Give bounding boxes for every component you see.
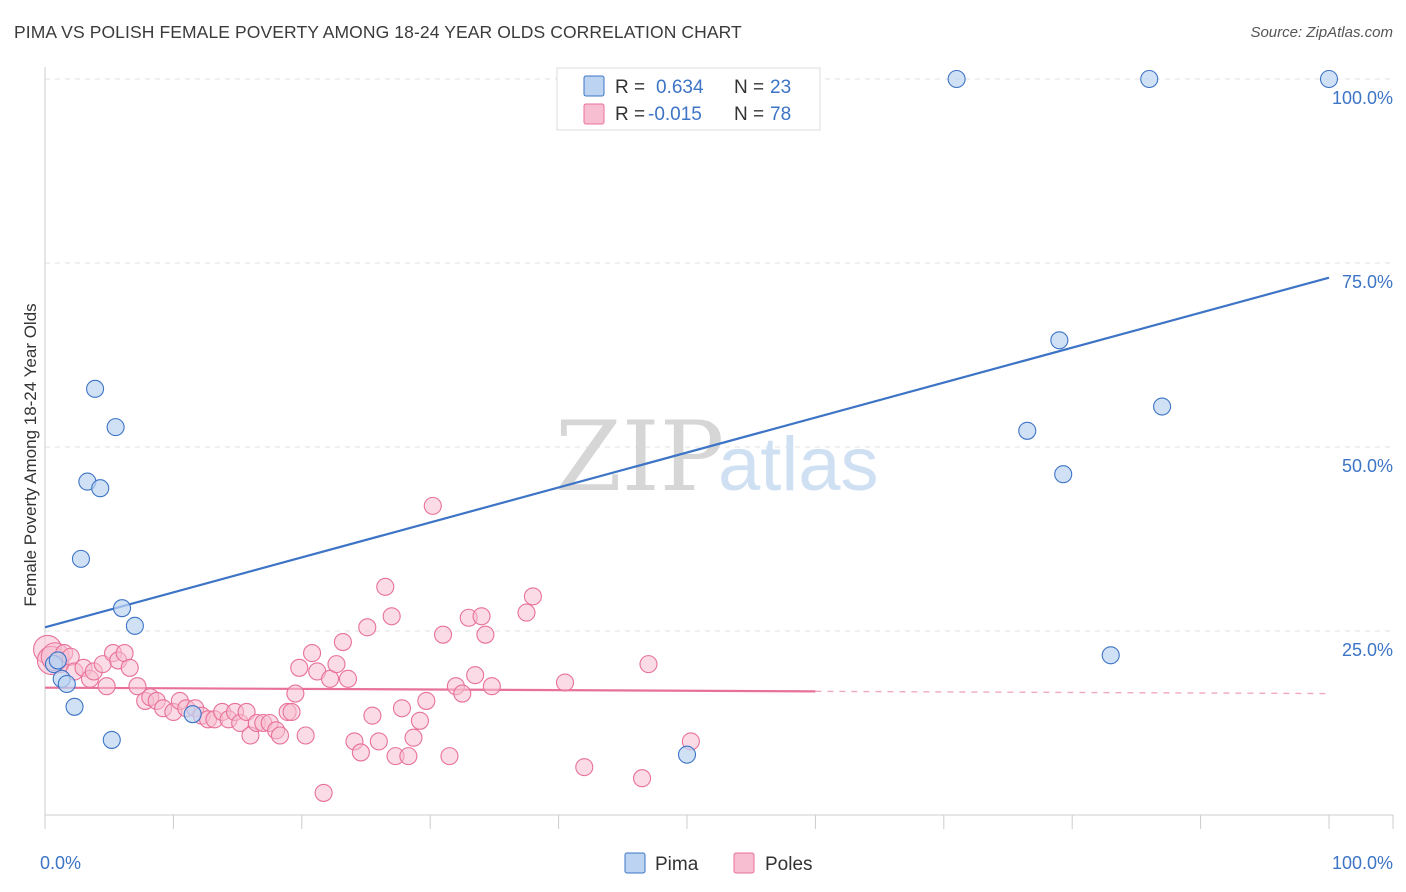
legend-swatch-pima — [583, 75, 605, 97]
poles-point — [303, 644, 322, 663]
pima-trend-line — [44, 276, 1330, 629]
bottom-legend-label-pima: Pima — [655, 854, 699, 875]
poles-point — [351, 743, 370, 762]
watermark-zip: ZIP — [555, 401, 724, 513]
poles-point — [472, 607, 491, 626]
pima-point — [57, 674, 76, 694]
pima-point — [947, 69, 966, 89]
pima-point — [677, 745, 697, 764]
y-tick-label: 50.0% — [1342, 456, 1393, 476]
series-legend: Pima Poles — [624, 852, 813, 875]
pima-point — [1319, 69, 1339, 89]
poles-point — [482, 677, 501, 696]
y-tick-labels: 25.0% 50.0% 75.0% 100.0% — [1332, 88, 1393, 660]
poles-point — [338, 669, 358, 688]
poles-point — [517, 603, 536, 622]
poles-point — [128, 677, 147, 696]
pima-point — [183, 705, 202, 724]
poles-point — [363, 706, 382, 725]
poles-point — [97, 677, 116, 696]
legend-n-value-pima: 23 — [770, 77, 791, 98]
poles-point — [399, 747, 418, 766]
watermark-atlas: atlas — [718, 422, 879, 507]
y-axis-label: Female Poverty Among 18-24 Year Olds — [21, 303, 40, 606]
pima-point — [112, 599, 132, 618]
poles-point — [523, 587, 542, 606]
bottom-legend-swatch-poles — [733, 852, 755, 874]
pima-point — [91, 479, 110, 498]
legend-r-label-pima: R = — [615, 77, 645, 98]
pima-point — [106, 418, 125, 437]
poles-point — [286, 684, 305, 703]
pima-point — [86, 379, 105, 398]
legend-r-value-pima: 0.634 — [656, 77, 704, 98]
poles-point — [555, 673, 575, 692]
y-tick-label: 25.0% — [1342, 640, 1393, 660]
poles-point — [440, 747, 459, 766]
poles-point — [466, 666, 485, 685]
poles-point — [476, 625, 495, 644]
poles-point — [639, 655, 658, 674]
poles-point — [423, 496, 442, 515]
legend-n-label-pima: N = — [734, 77, 764, 98]
poles-point — [433, 625, 453, 644]
pima-point — [1140, 69, 1159, 89]
legend-swatch-poles — [583, 103, 605, 125]
poles-point — [410, 711, 429, 730]
y-tick-label: 75.0% — [1342, 272, 1393, 292]
correlation-legend: R = 0.634 N = 23 R = -0.015 N = 78 — [556, 67, 821, 131]
pima-point — [1018, 421, 1037, 440]
x-tick-labels: 0.0% 100.0% — [40, 853, 1393, 873]
poles-point — [376, 577, 395, 596]
poles-point — [333, 632, 352, 652]
x-tick-label: 100.0% — [1332, 853, 1393, 873]
pima-series — [44, 69, 1339, 764]
poles-point — [327, 655, 346, 674]
poles-point — [296, 726, 315, 745]
poles-point — [120, 658, 139, 677]
pima-point — [125, 616, 144, 635]
trend-lines — [44, 276, 1330, 695]
poles-point — [453, 684, 472, 703]
poles-trend-line-extension — [815, 690, 1330, 695]
legend-n-label-poles: N = — [734, 104, 764, 125]
legend-n-value-poles: 78 — [770, 104, 791, 125]
pima-point — [1050, 331, 1069, 350]
watermark: ZIP atlas — [555, 401, 879, 513]
y-tick-label: 100.0% — [1332, 88, 1393, 108]
poles-point — [633, 769, 652, 788]
poles-point — [237, 702, 256, 722]
x-tick-label: 0.0% — [40, 853, 81, 873]
poles-point — [404, 728, 423, 747]
pima-point — [65, 697, 84, 716]
poles-point — [282, 702, 301, 722]
pima-point — [1101, 646, 1120, 665]
legend-r-value-poles: -0.015 — [648, 104, 702, 125]
pima-point — [1054, 465, 1073, 484]
poles-point — [290, 658, 309, 677]
legend-r-label-poles: R = — [615, 104, 645, 125]
poles-point — [270, 726, 290, 745]
pima-point — [102, 730, 121, 749]
poles-point — [417, 691, 436, 710]
bottom-legend-label-poles: Poles — [765, 854, 813, 875]
gridlines — [45, 78, 1395, 632]
bottom-legend-swatch-pima — [624, 852, 646, 874]
pima-point — [71, 549, 91, 568]
poles-point — [575, 758, 594, 777]
chart-source: Source: ZipAtlas.com — [1250, 24, 1393, 41]
pima-point — [48, 651, 67, 670]
axes — [44, 67, 1394, 829]
poles-point — [314, 783, 333, 802]
poles-point — [369, 732, 388, 751]
chart-title: PIMA VS POLISH FEMALE POVERTY AMONG 18-2… — [14, 22, 742, 42]
poles-point — [382, 607, 401, 626]
poles-trend-line — [44, 686, 816, 693]
poles-series — [33, 496, 700, 802]
poles-point — [358, 618, 377, 637]
poles-point — [392, 699, 412, 718]
pima-point — [1153, 397, 1172, 416]
